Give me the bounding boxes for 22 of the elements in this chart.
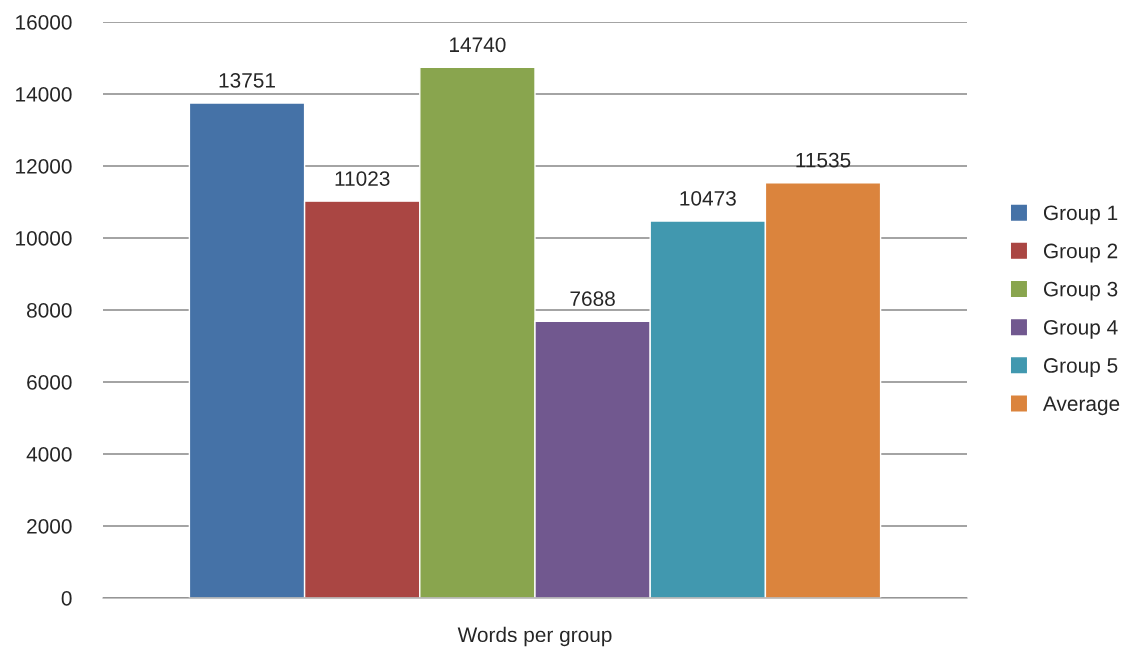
y-tick-label: 12000 <box>16 159 72 174</box>
legend-label: Group 1 <box>1043 205 1118 225</box>
y-tick-label: 10000 <box>16 231 72 246</box>
y-tick-label: 6000 <box>27 375 72 390</box>
data-label: 11023 <box>335 171 390 186</box>
y-tick-label: 8000 <box>27 303 72 318</box>
x-tick-label: Words per group <box>457 626 612 647</box>
y-tick-label: 14000 <box>16 87 72 102</box>
data-label: 14740 <box>450 37 506 53</box>
legend-label: Group 4 <box>1043 319 1118 339</box>
data-label: 13751 <box>219 72 275 88</box>
data-label: 11535 <box>796 152 851 168</box>
legend-label: Group 5 <box>1043 358 1118 377</box>
data-label: 7688 <box>570 291 615 306</box>
legend-label: Average <box>1042 396 1120 416</box>
data-label: 10473 <box>680 190 736 206</box>
y-tick-label: 4000 <box>26 447 72 462</box>
legend-label: Group 3 <box>1043 281 1118 301</box>
legend-label: Group 2 <box>1043 243 1118 263</box>
y-tick-label: 2000 <box>27 519 72 534</box>
y-tick-label: 16000 <box>16 15 72 30</box>
y-tick-label: 0 <box>61 591 72 606</box>
